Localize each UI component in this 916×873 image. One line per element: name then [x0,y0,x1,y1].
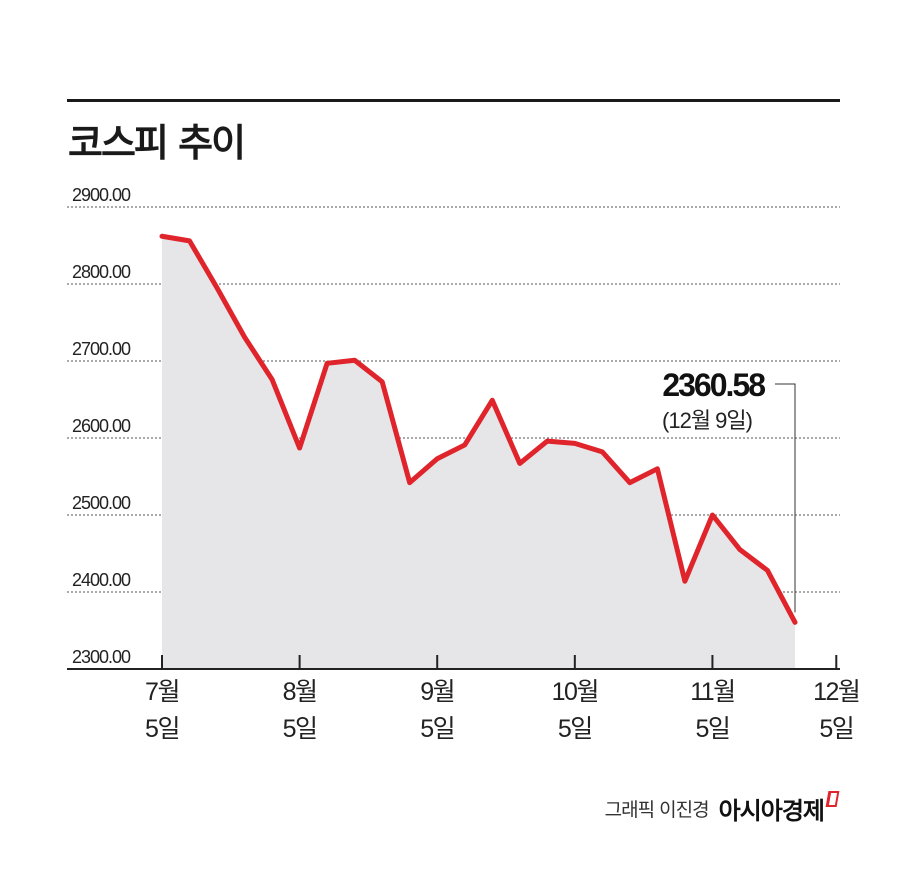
x-tick-label-month: 10월 [552,678,598,706]
x-tick-label-month: 9월 [420,678,454,706]
x-tick-label-day: 5일 [695,715,729,743]
area-fill [162,236,795,669]
y-tick-label: 2600.00 [72,416,131,436]
credit-text: 그래픽 이진경 [604,799,710,821]
x-tick-label-day: 5일 [558,715,592,743]
x-tick-label-month: 7월 [145,678,179,706]
brand-mark-icon [825,791,840,807]
annotation-leader-line [775,383,796,613]
x-tick-label-month: 11월 [690,678,734,706]
x-tick-label-day: 5일 [283,715,317,743]
title-rule [67,99,840,102]
x-tick-label-day: 5일 [145,715,179,743]
y-tick-label: 2700.00 [72,339,131,359]
y-tick-label: 2500.00 [72,493,131,513]
y-tick-label: 2800.00 [72,262,131,282]
y-tick-label: 2900.00 [72,185,131,205]
x-tick-label-month: 8월 [283,678,317,706]
chart-title: 코스피 추이 [68,121,246,165]
x-axis: 7월 5일 8월 5일 9월 5일 10월 5일 11월 5일 12월 5일 [67,655,861,743]
annotation-value: 2360.58 [662,367,765,403]
x-tick-label-day: 5일 [819,715,853,743]
brand-name: 아시아경제 [718,797,825,825]
annotation-date: (12월 9일) [662,408,752,433]
credit: 그래픽 이진경 아시아경제 [604,791,840,826]
kospi-line [159,233,798,625]
brand-logo: 아시아경제 [718,791,840,826]
y-axis-labels: 2900.00 2800.00 2700.00 2600.00 2500.00 2400.… [72,185,132,667]
y-tick-label: 2400.00 [72,570,131,590]
x-tick-label-day: 5일 [420,715,454,743]
x-tick-label-month: 12월 [813,678,859,706]
last-value-annotation: 2360.58 (12월 9일) [662,367,796,613]
y-tick-label: 2300.00 [72,647,131,667]
